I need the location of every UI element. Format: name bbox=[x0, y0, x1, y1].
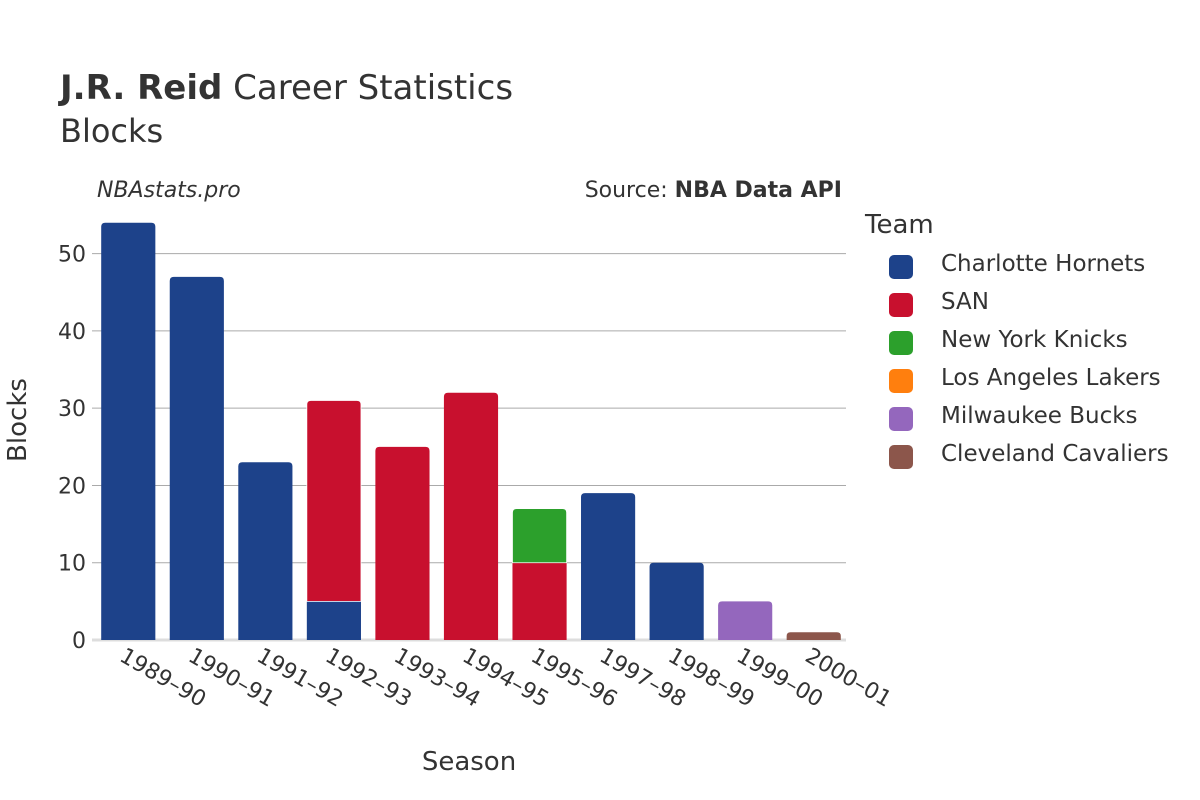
bar-segment bbox=[581, 493, 636, 640]
legend-item[interactable]: Cleveland Cavaliers bbox=[865, 438, 1169, 476]
y-tick-label: 50 bbox=[58, 243, 86, 268]
legend-item[interactable]: Milwaukee Bucks bbox=[865, 400, 1138, 438]
bar-segment bbox=[512, 562, 567, 640]
bar-segment bbox=[238, 462, 293, 640]
legend-label: Cleveland Cavaliers bbox=[941, 441, 1169, 467]
bar-segment bbox=[306, 601, 361, 640]
y-tick-label: 10 bbox=[58, 552, 86, 577]
legend-swatch bbox=[889, 369, 913, 393]
y-tick-label: 20 bbox=[58, 474, 86, 499]
legend-items: Charlotte Hornets SAN New York Knicks Los A… bbox=[865, 248, 1169, 476]
legend-title: Team bbox=[865, 210, 934, 240]
legend-label: SAN bbox=[941, 289, 989, 315]
legend-item[interactable]: Charlotte Hornets bbox=[865, 248, 1145, 286]
site-credit: NBAstats.pro bbox=[97, 178, 241, 203]
bar-segment bbox=[443, 392, 499, 640]
legend-swatch bbox=[889, 255, 913, 279]
source-credit: Source: NBA Data API bbox=[585, 178, 842, 203]
chart-title: J.R. Reid Career Statistics bbox=[60, 68, 513, 109]
title-rest: Career Statistics bbox=[222, 68, 514, 108]
bar-segment bbox=[649, 562, 704, 640]
source-name: NBA Data API bbox=[674, 178, 842, 203]
bar-segment bbox=[718, 601, 773, 640]
legend-swatch bbox=[889, 445, 913, 469]
bar-segment bbox=[375, 446, 430, 640]
y-tick-label: 40 bbox=[58, 320, 86, 345]
bar-segment bbox=[169, 276, 224, 640]
bar-segment bbox=[306, 400, 362, 602]
legend-swatch bbox=[889, 407, 913, 431]
chart-subtitle: Blocks bbox=[60, 112, 164, 150]
y-tick-label: 30 bbox=[58, 397, 86, 422]
legend-label: New York Knicks bbox=[941, 327, 1128, 353]
legend-item[interactable]: SAN bbox=[865, 286, 989, 324]
legend-label: Charlotte Hornets bbox=[941, 251, 1146, 277]
legend-swatch bbox=[889, 331, 913, 355]
legend-label: Milwaukee Bucks bbox=[941, 403, 1138, 429]
legend-label: Los Angeles Lakers bbox=[941, 365, 1161, 391]
bar-segment bbox=[512, 508, 568, 564]
y-axis-title: Blocks bbox=[3, 378, 33, 462]
legend-swatch bbox=[889, 293, 913, 317]
bar-segment bbox=[786, 632, 841, 640]
bar-segment bbox=[101, 222, 156, 640]
y-tick-label: 0 bbox=[72, 629, 86, 654]
player-name: J.R. Reid bbox=[60, 68, 223, 108]
x-axis-title: Season bbox=[422, 747, 516, 777]
source-prefix: Source: bbox=[584, 178, 675, 203]
legend-item[interactable]: Los Angeles Lakers bbox=[865, 362, 1161, 400]
legend-item[interactable]: New York Knicks bbox=[865, 324, 1128, 362]
legend: Team Charlotte Hornets SAN New York Knicks… bbox=[865, 210, 1169, 476]
